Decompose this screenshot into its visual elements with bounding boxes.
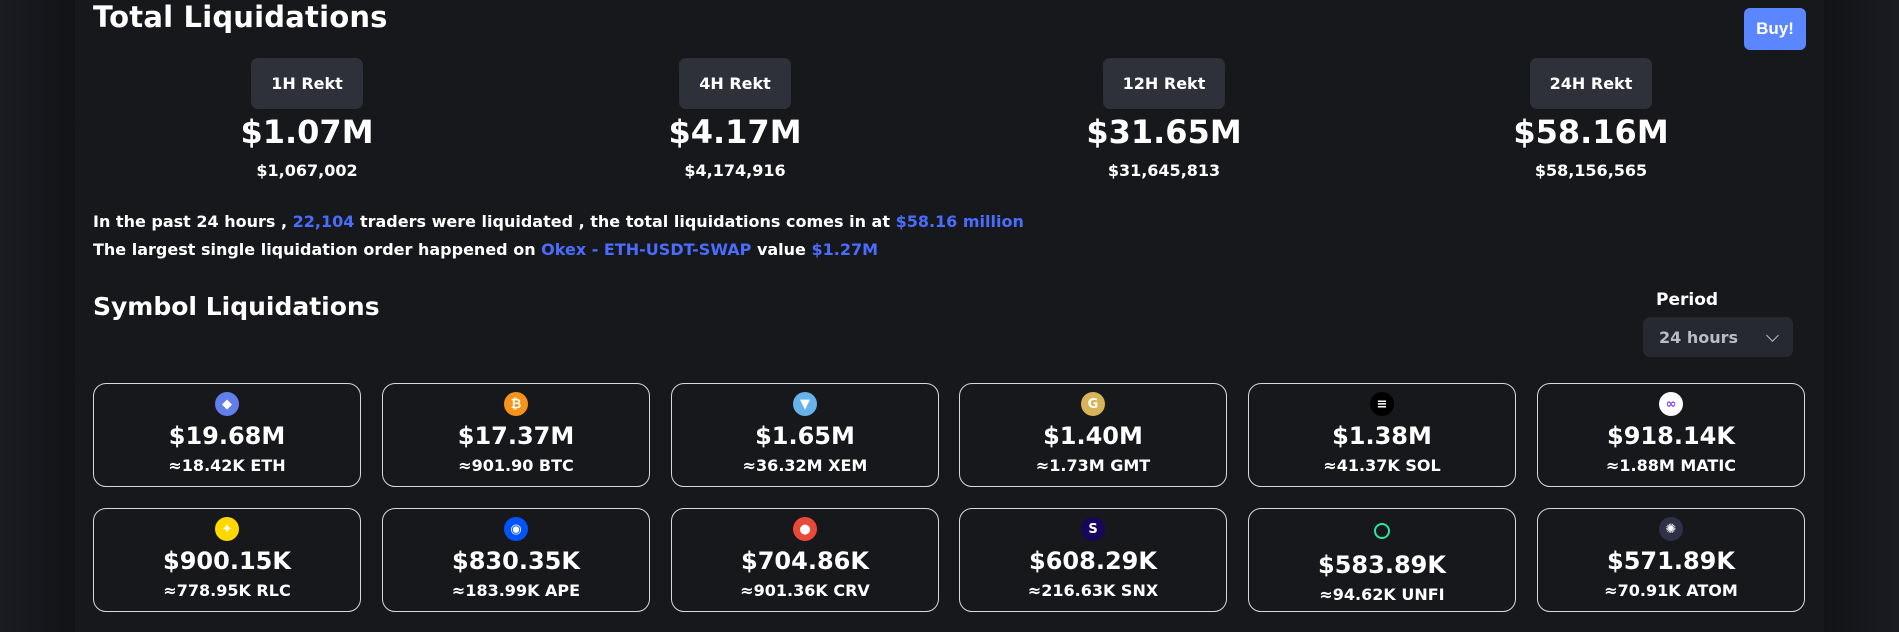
rekt-12h-exact: $31,645,813 [1107,161,1221,180]
matic-icon: ∞ [1659,392,1683,416]
buy-button[interactable]: Buy! [1744,8,1806,50]
symbol-amount: ≈41.37K SOL [1323,456,1441,475]
rekt-1h-tab[interactable]: 1H Rekt [251,58,363,109]
summary-line-2: The largest single liquidation order hap… [93,240,878,259]
rekt-4h: 4H Rekt $4.17M $4,174,916 [605,58,865,180]
symbol-amount: ≈901.36K CRV [740,581,870,600]
sol-icon: ≡ [1370,392,1394,416]
rekt-1h-value: $1.07M [240,113,374,151]
ape-icon: ◉ [504,517,528,541]
eth-icon: ◆ [215,392,239,416]
rlc-icon: ✦ [215,517,239,541]
btc-icon: ₿ [504,392,528,416]
symbol-value: $1.38M [1332,422,1432,450]
unfi-icon: ○ [1374,523,1390,539]
rekt-24h-exact: $58,156,565 [1534,161,1648,180]
symbol-amount: ≈778.95K RLC [163,581,291,600]
symbol-card[interactable]: ◉ $830.35K ≈183.99K APE [382,508,650,612]
symbol-card[interactable]: ◆ $19.68M ≈18.42K ETH [93,383,361,487]
snx-icon: S [1081,517,1105,541]
rekt-4h-tab[interactable]: 4H Rekt [679,58,791,109]
xem-icon: ▼ [793,392,817,416]
symbol-amount: ≈18.42K ETH [168,456,286,475]
rekt-4h-value: $4.17M [668,113,802,151]
rekt-24h-tab[interactable]: 24H Rekt [1529,58,1653,109]
symbol-card[interactable]: ✺ $571.89K ≈70.91K ATOM [1537,508,1805,612]
rekt-24h-value: $58.16M [1513,113,1669,151]
total-liquidations: $58.16 million [895,212,1024,231]
largest-order-exchange-link[interactable]: Okex - ETH-USDT-SWAP [541,240,752,259]
period-select[interactable]: 24 hours [1643,317,1793,357]
summary-text: value [756,240,806,259]
rekt-1h-exact: $1,067,002 [256,161,358,180]
symbol-card[interactable]: ▼ $1.65M ≈36.32M XEM [671,383,939,487]
symbol-card[interactable]: S $608.29K ≈216.63K SNX [959,508,1227,612]
gmt-icon: G [1081,392,1105,416]
summary-text: The largest single liquidation order hap… [93,240,536,259]
period-value: 24 hours [1659,327,1739,347]
rekt-12h: 12H Rekt $31.65M $31,645,813 [1034,58,1294,180]
symbol-amount: ≈36.32M XEM [742,456,868,475]
rekt-12h-tab[interactable]: 12H Rekt [1102,58,1226,109]
symbol-value: $571.89K [1607,547,1735,575]
atom-icon: ✺ [1659,517,1683,541]
symbol-amount: ≈1.73M GMT [1035,456,1151,475]
symbol-amount: ≈1.88M MATIC [1605,456,1737,475]
summary-text: In the past 24 hours , [93,212,288,231]
symbol-value: $1.40M [1043,422,1143,450]
symbol-amount: ≈901.90 BTC [458,456,574,475]
symbol-card[interactable]: ∞ $918.14K ≈1.88M MATIC [1537,383,1805,487]
symbol-value: $704.86K [741,547,869,575]
rekt-1h: 1H Rekt $1.07M $1,067,002 [177,58,437,180]
symbol-card[interactable]: ○ $583.89K ≈94.62K UNFI [1248,508,1516,612]
chevron-down-icon [1766,328,1779,342]
crv-icon: ● [793,517,817,541]
rekt-4h-exact: $4,174,916 [684,161,786,180]
symbol-amount: ≈216.63K SNX [1027,581,1159,600]
symbol-value: $830.35K [452,547,580,575]
period-label: Period [1656,290,1719,310]
symbol-card[interactable]: ≡ $1.38M ≈41.37K SOL [1248,383,1516,487]
summary-text: traders were liquidated , the total liqu… [359,212,890,231]
symbol-amount: ≈70.91K ATOM [1604,581,1738,600]
symbol-value: $918.14K [1607,422,1735,450]
rekt-12h-value: $31.65M [1086,113,1242,151]
summary-line-1: In the past 24 hours , 22,104 traders we… [93,212,1024,231]
rekt-24h: 24H Rekt $58.16M $58,156,565 [1461,58,1721,180]
symbol-card[interactable]: ✦ $900.15K ≈778.95K RLC [93,508,361,612]
symbol-value: $19.68M [168,422,286,450]
symbol-value: $608.29K [1029,547,1157,575]
symbol-value: $1.65M [755,422,855,450]
symbol-card[interactable]: ₿ $17.37M ≈901.90 BTC [382,383,650,487]
symbol-value: $17.37M [457,422,575,450]
page-title: Total Liquidations [93,0,388,34]
symbol-value: $900.15K [163,547,291,575]
largest-order-value: $1.27M [811,240,878,259]
symbol-amount: ≈183.99K APE [451,581,581,600]
symbol-card[interactable]: G $1.40M ≈1.73M GMT [959,383,1227,487]
symbol-value: $583.89K [1318,551,1446,579]
symbol-amount: ≈94.62K UNFI [1319,585,1445,604]
traders-count: 22,104 [292,212,355,231]
symbol-card[interactable]: ● $704.86K ≈901.36K CRV [671,508,939,612]
symbol-liquidations-title: Symbol Liquidations [93,292,380,321]
